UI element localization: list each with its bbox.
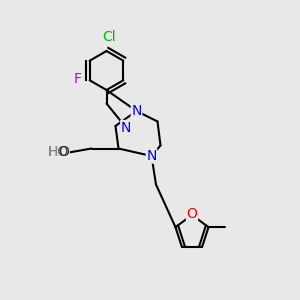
Text: O: O: [187, 207, 197, 220]
Text: N: N: [146, 149, 157, 163]
Text: F: F: [74, 72, 82, 86]
Text: H: H: [47, 145, 58, 159]
Text: N: N: [121, 121, 131, 134]
Text: Cl: Cl: [103, 31, 116, 44]
Text: O: O: [58, 145, 69, 159]
Text: HO: HO: [48, 145, 69, 159]
Text: N: N: [131, 104, 142, 118]
